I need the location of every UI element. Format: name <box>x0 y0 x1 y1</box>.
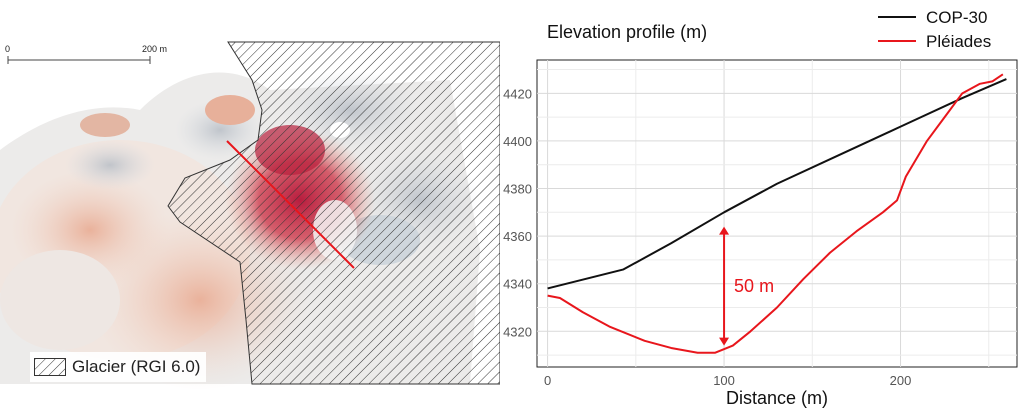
x-axis-label: Distance (m) <box>726 388 828 408</box>
scale-bar-start-label: 0 <box>5 44 10 54</box>
series-group <box>547 73 1007 354</box>
legend-entry-label: COP-30 <box>926 8 987 27</box>
chart-title: Elevation profile (m) <box>547 22 707 42</box>
annotation-arrowhead-top <box>719 226 730 235</box>
profile-line <box>226 140 355 269</box>
legend-entry-label: Pléiades <box>926 32 991 51</box>
y-tick-label: 4420 <box>503 86 532 101</box>
y-tick-labels: 4320 4340 4360 4380 4400 4420 <box>503 86 532 339</box>
annotation-arrowhead-bottom <box>719 337 730 346</box>
x-tick-label: 0 <box>544 373 551 388</box>
map-panel: 0 200 m Glacier (RGI 6.0) <box>0 0 501 414</box>
annotation-label: 50 m <box>734 276 774 296</box>
glacier-outline <box>167 41 501 385</box>
map-legend: Glacier (RGI 6.0) <box>30 352 207 382</box>
y-tick-label: 4320 <box>503 324 532 339</box>
y-tick-label: 4400 <box>503 134 532 149</box>
legend-glacier-label: Glacier (RGI 6.0) <box>72 357 201 376</box>
chart-legend: COP-30 Pléiades <box>878 8 991 51</box>
hatch-swatch-icon <box>34 358 66 376</box>
y-tick-label: 4360 <box>503 229 532 244</box>
x-tick-label: 200 <box>890 373 912 388</box>
elevation-profile-chart: Elevation profile (m) 50 m 4320434043604… <box>503 8 1018 408</box>
scale-bar-end-label: 200 m <box>142 44 167 54</box>
scale-bar: 0 200 m <box>5 44 167 64</box>
chart-panel: Elevation profile (m) 50 m 4320 4340 4360 4… <box>500 0 1024 414</box>
annotation-group: 50 m <box>719 226 774 346</box>
x-tick-label: 100 <box>713 373 735 388</box>
plot-area <box>536 59 1018 368</box>
x-tick-labels: 0 100 200 <box>544 373 911 388</box>
y-tick-label: 4380 <box>503 182 532 197</box>
y-tick-label: 4340 <box>503 277 532 292</box>
series-line <box>547 78 1007 290</box>
map-view: 0 200 m <box>0 41 501 390</box>
series-line <box>547 73 1004 354</box>
